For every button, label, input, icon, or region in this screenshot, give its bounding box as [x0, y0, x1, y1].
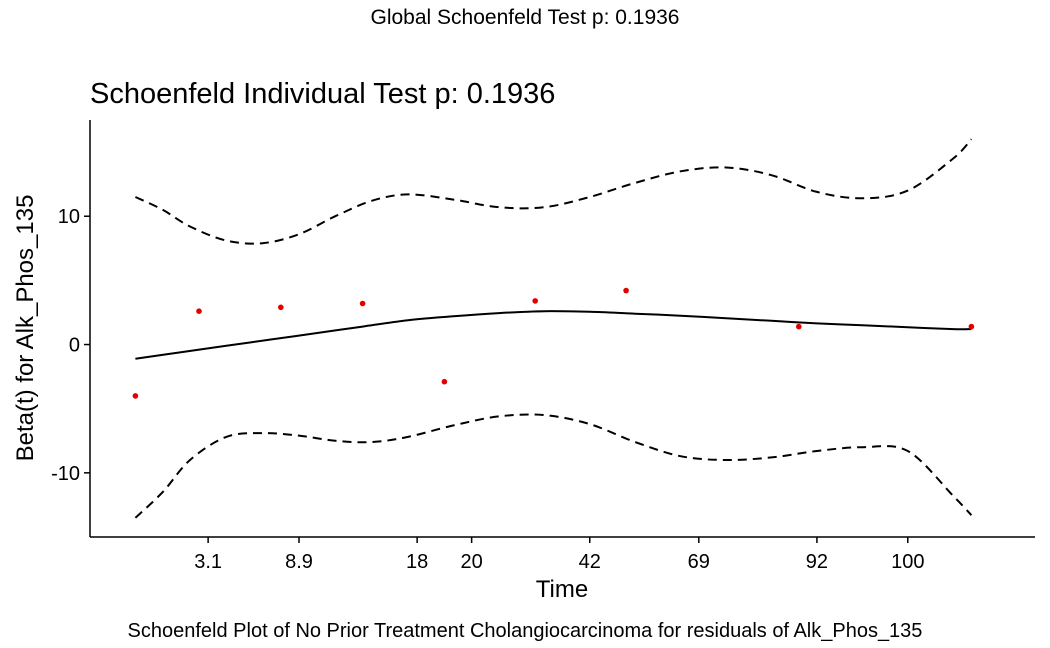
upper-confidence-band — [134, 138, 973, 245]
x-tick-label: 3.1 — [194, 551, 222, 573]
residual-point — [359, 300, 366, 307]
x-tick-label: 92 — [806, 551, 828, 573]
y-tick-label: 10 — [58, 206, 80, 228]
fitted-beta-line — [135, 310, 972, 360]
x-tick-label: 69 — [688, 551, 710, 573]
x-tick-label: 100 — [891, 551, 924, 573]
axes: -10 0 10 3.1 8.9 18 20 42 69 92 100 — [51, 120, 1035, 573]
residual-point — [532, 298, 538, 304]
y-axis-label: Beta(t) for Alk_Phos_135 — [12, 195, 39, 462]
global-test-title: Global Schoenfeld Test p: 0.1936 — [370, 6, 680, 29]
x-axis-label: Time — [536, 576, 588, 603]
y-tick-label: 0 — [69, 335, 80, 357]
residual-point — [796, 323, 802, 330]
confidence-bands — [134, 138, 973, 519]
lower-confidence-band — [134, 413, 973, 519]
residual-point — [441, 378, 448, 385]
residual-point — [623, 287, 629, 294]
x-tick-label: 8.9 — [285, 551, 313, 573]
residual-point — [278, 304, 284, 311]
x-tick-label: 20 — [461, 551, 483, 573]
x-tick-label: 42 — [579, 551, 601, 573]
chart-title: Schoenfeld Individual Test p: 0.1936 — [90, 78, 555, 110]
residual-point — [196, 308, 202, 315]
residual-point — [132, 393, 139, 399]
plot-caption: Schoenfeld Plot of No Prior Treatment Ch… — [127, 620, 923, 642]
x-tick-label: 18 — [406, 551, 428, 573]
y-tick-label: -10 — [51, 463, 80, 485]
fit-line-group — [135, 310, 972, 360]
residual-point — [968, 323, 975, 330]
residual-points — [132, 287, 975, 399]
